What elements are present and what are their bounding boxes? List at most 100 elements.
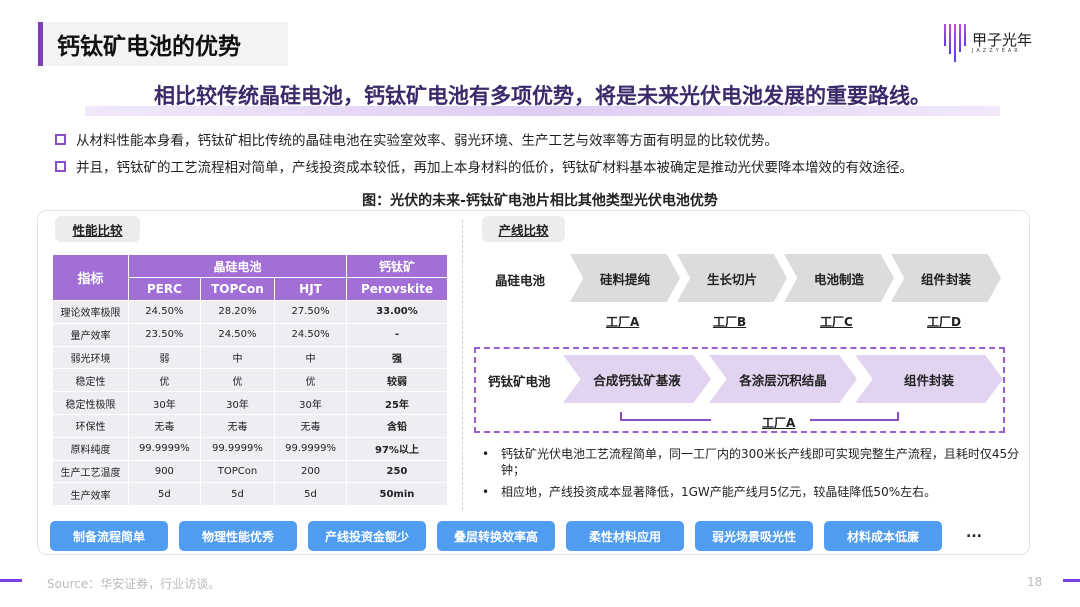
table-cell: 99.9999% <box>274 436 347 461</box>
bracket-right <box>810 412 899 421</box>
table-cell: 优 <box>199 368 276 393</box>
col-header: TOPCon <box>199 277 276 301</box>
advantage-pill: 叠层转换效率高 <box>437 521 555 551</box>
bullet-text: 并且，钙钛矿的工艺流程相对简单，产线投资成本较低，再加上本身材料的低价，钙钛矿材… <box>76 160 913 176</box>
page-title: 钙钛矿电池的优势 <box>38 22 288 66</box>
table-cell: 250 <box>345 459 449 484</box>
table-cell: 200 <box>274 459 347 484</box>
table-row: 原料纯度 99.9999% 99.9999% 99.9999% 97%以上 <box>52 436 449 461</box>
col-header: Perovskite <box>345 277 449 301</box>
performance-table: 指标 晶硅电池 钙钛矿 PERC TOPCon HJT Perovskite 理论效率极限… <box>52 254 449 507</box>
row-metric: 弱光环境 <box>52 345 129 370</box>
page-number: 18 <box>1027 575 1043 589</box>
row-metric: 生产工艺温度 <box>52 459 129 484</box>
logo-text: 甲子光年 <box>972 31 1033 49</box>
table-row: 生产工艺温度 900 TOPCon 200 250 <box>52 459 449 484</box>
table-row: 生产效率 5d 5d 5d 50min <box>52 482 449 507</box>
advantage-pill: 产线投资金额少 <box>308 521 426 551</box>
table-cell: 23.50% <box>128 322 201 347</box>
footer-accent-left <box>0 579 22 582</box>
table-cell: 5d <box>199 482 276 507</box>
table-row: 理论效率极限 24.50% 28.20% 27.50% 33.00% <box>52 300 449 324</box>
table-cell: 24.50% <box>274 322 347 347</box>
process-step-perovskite: 合成钙钛矿基液 <box>563 355 711 403</box>
table-cell: 无毒 <box>199 413 276 438</box>
factory-label: 工厂A <box>606 315 640 329</box>
header-group-perovskite: 钙钛矿 <box>345 254 449 278</box>
table-cell: 24.50% <box>128 300 201 324</box>
bullet-dot-icon: • <box>482 447 490 461</box>
bullet-item: 并且，钙钛矿的工艺流程相对简单，产线投资成本较低，再加上本身材料的低价，钙钛矿材… <box>55 156 913 176</box>
table-cell: 33.00% <box>345 300 449 324</box>
table-cell: 优 <box>128 368 201 393</box>
col-header: PERC <box>128 277 201 301</box>
header-metric: 指标 <box>52 254 129 301</box>
advantage-pill: 弱光场景吸光性 <box>695 521 813 551</box>
advantage-pill: 制备流程简单 <box>50 521 168 551</box>
factory-label: 工厂A <box>762 416 796 430</box>
table-cell: 无毒 <box>128 413 201 438</box>
row-metric: 原料纯度 <box>52 436 129 461</box>
process-step-silicon: 硅料提纯 <box>570 254 680 302</box>
col-header: HJT <box>274 277 347 301</box>
advantage-pill: 柔性材料应用 <box>566 521 684 551</box>
bullet-item: 从材料性能本身看，钙钛矿相比传统的晶硅电池在实验室效率、弱光环境、生产工艺与效率… <box>55 129 778 149</box>
table-cell: TOPCon <box>199 459 276 484</box>
table-cell: 中 <box>199 345 276 370</box>
table-cell: 中 <box>274 345 347 370</box>
row-metric: 稳定性极限 <box>52 391 129 415</box>
more-indicator: ... <box>966 525 982 541</box>
table-cell: 99.9999% <box>128 436 201 461</box>
table-cell: 99.9999% <box>199 436 276 461</box>
bullet-text: 从材料性能本身看，钙钛矿相比传统的晶硅电池在实验室效率、弱光环境、生产工艺与效率… <box>76 133 778 149</box>
table-cell: 5d <box>128 482 201 507</box>
row-metric: 量产效率 <box>52 322 129 347</box>
table-cell: 900 <box>128 459 201 484</box>
square-bullet-icon <box>55 160 66 172</box>
perovskite-dashed-box <box>474 347 1005 433</box>
advantage-pill: 材料成本低廉 <box>824 521 942 551</box>
process-step-silicon: 电池制造 <box>784 254 894 302</box>
row-metric: 环保性 <box>52 413 129 438</box>
row-metric: 生产效率 <box>52 482 129 507</box>
table-row: 环保性 无毒 无毒 无毒 含铅 <box>52 413 449 438</box>
row-label-silicon: 晶硅电池 <box>495 273 546 288</box>
table-cell: 50min <box>345 482 449 507</box>
source-note: Source：华安证券，行业访谈。 <box>47 577 221 591</box>
note-text: 相应地，产线投资成本显著降低，1GW产能产线月5亿元，较晶硅降低50%左右。 <box>501 485 937 499</box>
tag-performance: 性能比较 <box>55 216 140 242</box>
process-step-silicon: 生长切片 <box>677 254 787 302</box>
divider <box>462 220 463 510</box>
table-cell: 较弱 <box>345 368 449 393</box>
bullet-dot-icon: • <box>482 485 490 499</box>
logo-mark-icon <box>944 24 966 62</box>
note-item: • 相应地，产线投资成本显著降低，1GW产能产线月5亿元，较晶硅降低50%左右。 <box>482 484 1021 500</box>
square-bullet-icon <box>55 133 66 145</box>
figure-caption: 图：光伏的未来-钙钛矿电池片相比其他类型光伏电池优势 <box>362 193 718 209</box>
table-cell: 28.20% <box>199 300 276 324</box>
table-cell: 5d <box>274 482 347 507</box>
table-cell: 弱 <box>128 345 201 370</box>
header-group-silicon: 晶硅电池 <box>128 254 347 278</box>
table-cell: 97%以上 <box>345 436 449 461</box>
factory-label: 工厂C <box>820 315 853 329</box>
table-cell: 27.50% <box>274 300 347 324</box>
table-cell: 强 <box>345 345 449 370</box>
bracket-left <box>620 412 711 421</box>
table-cell: 30年 <box>274 391 347 415</box>
factory-label: 工厂B <box>713 315 747 329</box>
advantage-pill: 物理性能优秀 <box>179 521 297 551</box>
table-row: 稳定性极限 30年 30年 30年 25年 <box>52 391 449 415</box>
note-item: • 钙钛矿光伏电池工艺流程简单，同一工厂内的300米长产线即可实现完整生产流程，且… <box>482 446 1021 478</box>
table-cell: 优 <box>274 368 347 393</box>
table-row: 弱光环境弱中中强 <box>52 345 449 370</box>
process-step-silicon: 组件封装 <box>891 254 1001 302</box>
logo-subtext: JAZZYEAR <box>972 48 1021 54</box>
row-label-perovskite: 钙钛矿电池 <box>488 374 551 389</box>
row-metric: 稳定性 <box>52 368 129 393</box>
tag-production-line: 产线比较 <box>482 216 565 242</box>
table-cell: 25年 <box>345 391 449 415</box>
table-cell: 30年 <box>199 391 276 415</box>
process-step-perovskite: 组件封装 <box>855 355 1003 403</box>
footer-accent-right <box>1063 579 1080 582</box>
